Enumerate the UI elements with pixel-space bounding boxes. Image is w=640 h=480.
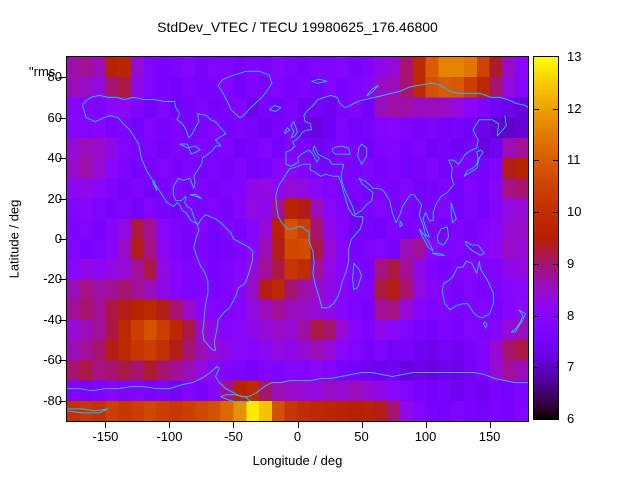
coastline-great-lakes [179,143,201,155]
x-tick-mark [490,422,491,428]
x-tick-mark [105,422,106,428]
y-tick-label: 60 [47,109,62,125]
colorbar-gradient [534,57,558,419]
colorbar-tick-label: 12 [567,100,582,116]
colorbar-tick-label: 7 [567,359,575,375]
colorbar-tick-mark [553,264,558,265]
coastline-weddell-ice-shelf [220,394,251,404]
coastline-greenland [217,70,273,119]
coastline-africa [275,163,364,309]
y-tick-label: -60 [43,352,62,368]
coastline-europe-arctic-russia [285,82,528,163]
colorbar-tick-mark [553,367,558,368]
colorbar-tick-label: 11 [567,152,581,168]
colorbar-tick-label: 10 [567,204,582,220]
x-tick-mark [233,422,234,428]
coastline-svalbard [311,78,328,84]
x-tick-mark [362,422,363,428]
x-tick-label: 150 [478,429,501,444]
colorbar-tick-mark [534,160,539,161]
coastline-ross-ice-shelf [67,408,109,414]
coastline-new-zealand [510,309,526,333]
coastline-asia-south-coast-mediterranean [285,115,507,238]
x-tick-mark [426,422,427,428]
y-tick-label: 20 [47,190,62,206]
y-tick-label: -20 [43,271,62,287]
colorbar-tick-mark [534,316,539,317]
y-tick-mark [59,401,66,402]
y-tick-label: 80 [47,69,62,85]
coastline-black-sea [331,145,351,155]
colorbar-tick-mark [534,264,539,265]
coastline-java [431,252,446,256]
heatmap-canvas [67,57,528,421]
x-tick-label: -50 [224,429,243,444]
colorbar [533,56,559,420]
series-key-label: "rms_ [29,64,63,79]
coastline-caspian-sea [357,143,368,165]
colorbar-tick-mark [553,316,558,317]
coastline-baja-california [152,180,158,191]
coastline-borneo [436,226,450,246]
x-tick-label: -150 [92,429,119,444]
y-tick-mark [59,77,66,78]
coastline-cuba [189,194,202,200]
y-tick-label: -40 [43,311,62,327]
colorbar-tick-mark [553,109,558,110]
colorbar-tick-mark [553,160,558,161]
coastline-new-guinea [464,240,485,256]
coastline-novaya-zemlya [366,84,379,96]
colorbar-tick-label: 6 [567,411,575,426]
y-tick-label: 40 [47,150,62,166]
coastline-japan [463,149,484,177]
x-tick-label: -100 [156,429,183,444]
y-tick-label: -80 [43,392,62,408]
x-axis-title: Longitude / deg [252,453,343,468]
coastline-australia [441,260,494,319]
coastline-north-america [81,94,227,226]
colorbar-tick-mark [534,109,539,110]
coastline-sumatra [418,228,434,252]
coastline-philippines [450,202,457,224]
coastline-madagascar [352,262,362,291]
chart-title: StdDev_VTEC / TECU 19980625_176.46800 [157,19,438,35]
colorbar-tick-label: 9 [567,255,575,271]
x-tick-mark [169,422,170,428]
coastline-antarctica [67,365,528,398]
coastline-south-america [193,214,254,351]
y-tick-mark [59,279,66,280]
y-tick-label: 0 [0,231,62,246]
colorbar-tick-mark [553,212,558,213]
coastlines-overlay [67,70,528,414]
x-tick-label: 100 [414,429,437,444]
y-tick-mark [59,320,66,321]
y-tick-mark [59,199,66,200]
colorbar-tick-mark [534,367,539,368]
colorbar-tick-mark [534,212,539,213]
x-tick-label: 0 [293,429,302,444]
x-tick-label: 50 [354,429,369,444]
y-tick-mark [59,118,66,119]
x-tick-mark [298,422,299,428]
y-tick-mark [59,239,66,240]
colorbar-tick-label: 13 [567,49,582,64]
coastline-sri-lanka [399,220,403,228]
y-tick-mark [59,158,66,159]
coastline-iceland [268,105,282,113]
coastline-tasmania [482,321,488,329]
y-tick-mark [59,360,66,361]
plot-area [66,56,529,422]
colorbar-tick-label: 8 [567,307,575,323]
coastline-ireland [284,127,291,135]
coastline-british-isles [290,121,298,139]
